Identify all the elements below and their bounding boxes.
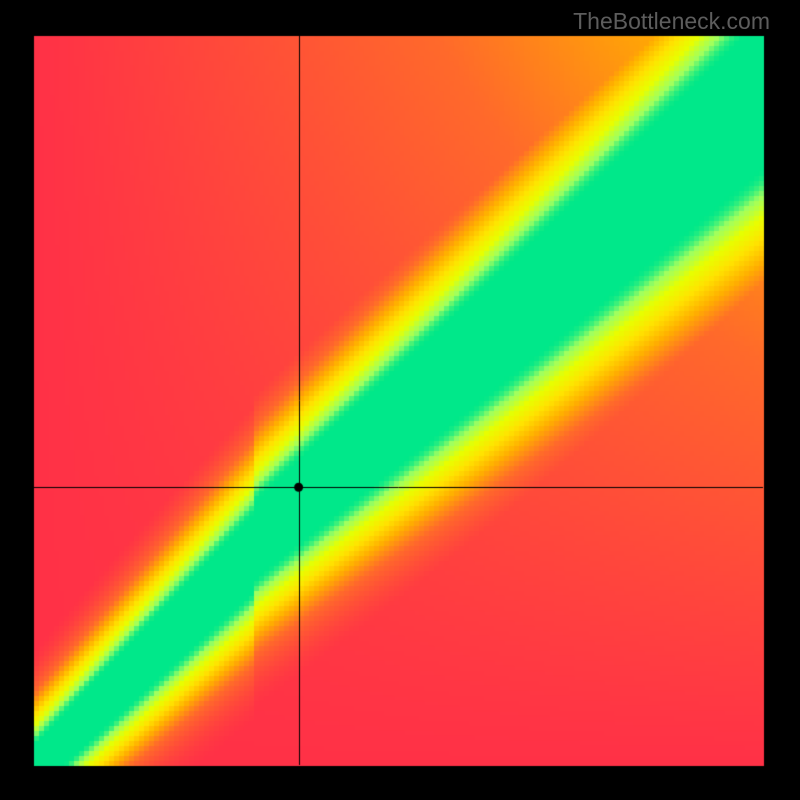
chart-container: TheBottleneck.com [0, 0, 800, 800]
bottleneck-heatmap [0, 0, 800, 800]
watermark-text: TheBottleneck.com [573, 8, 770, 35]
